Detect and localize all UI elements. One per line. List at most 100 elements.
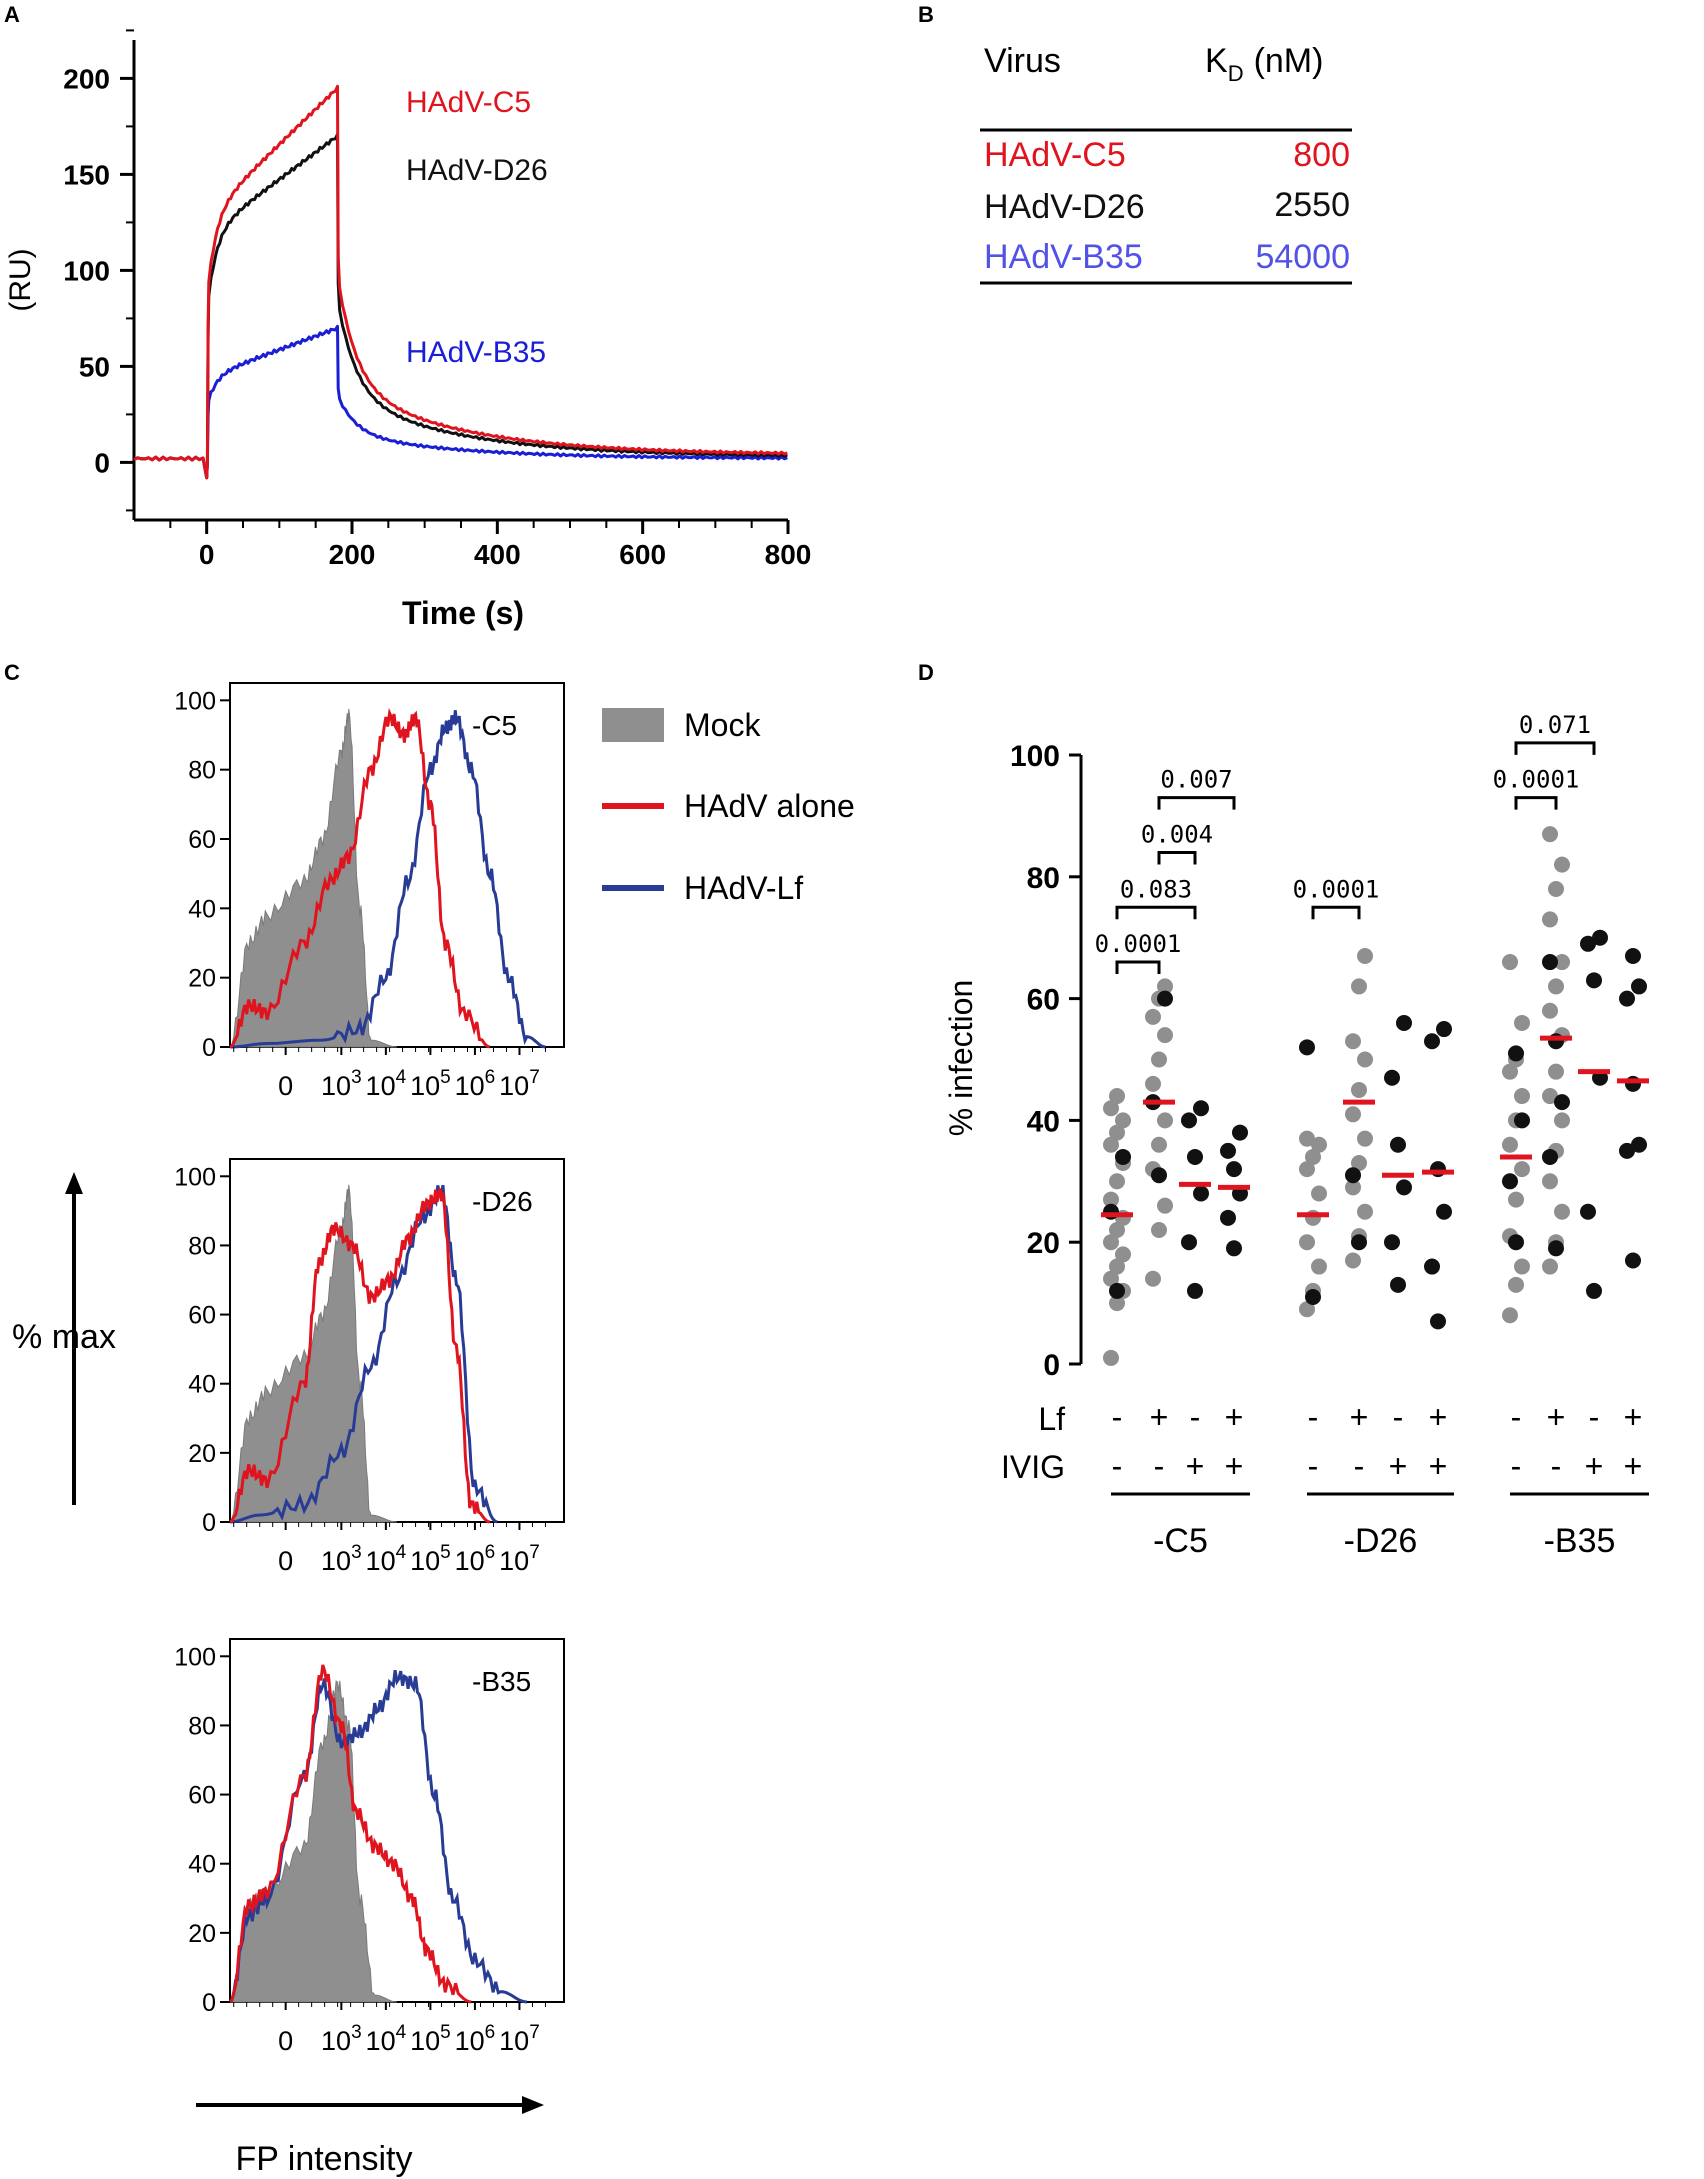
ivig-sign: - xyxy=(1112,1448,1123,1484)
data-point-black xyxy=(1193,1185,1209,1202)
x-tick-label: 103 xyxy=(321,2022,362,2056)
data-point-black xyxy=(1580,1203,1596,1220)
data-point-black xyxy=(1384,1234,1400,1251)
legend-hadv-c5: HAdV-C5 xyxy=(406,86,531,119)
data-point-black xyxy=(1226,1161,1242,1178)
data-point-gray xyxy=(1542,1258,1558,1275)
x-tick-label: 0 xyxy=(278,1546,293,1576)
x-tick-label: 103 xyxy=(321,1067,362,1101)
x-tick-label: 106 xyxy=(455,2022,496,2056)
lf-sign: + xyxy=(1350,1399,1369,1435)
data-point-black xyxy=(1542,954,1558,971)
y-tick-label: 50 xyxy=(79,351,110,382)
panel-b-kd-table: Virus KD (nM) HAdV-C5 800 HAdV-D26 2550 H… xyxy=(980,42,1352,285)
data-point-black xyxy=(1625,1075,1641,1092)
data-point-gray xyxy=(1103,1136,1119,1153)
data-point-gray xyxy=(1151,1051,1167,1068)
data-point-gray xyxy=(1157,1027,1173,1044)
histogram-c5: -C5 0 20 40 60 80 100 0 103 104 105 106 107 xyxy=(174,682,565,1101)
ivig-sign: - xyxy=(1511,1448,1522,1484)
data-point-black xyxy=(1580,935,1596,952)
data-point-gray xyxy=(1345,1033,1361,1050)
row-label-ivig: IVIG xyxy=(1001,1449,1065,1485)
data-point-black xyxy=(1619,1142,1635,1159)
x-tick-label: 106 xyxy=(455,1542,496,1576)
data-point-black xyxy=(1430,1313,1446,1330)
data-point-black xyxy=(1345,1167,1361,1184)
panel-label-a: A xyxy=(4,2,20,27)
curve-hadv-b35 xyxy=(133,324,788,480)
data-point-gray xyxy=(1311,1258,1327,1275)
data-point-black xyxy=(1220,1142,1236,1159)
data-point-black xyxy=(1187,1148,1203,1165)
y-tick-label: 100 xyxy=(63,255,110,286)
x-tick-label: 107 xyxy=(499,2022,540,2056)
data-point-gray xyxy=(1345,1106,1361,1123)
panel-a-y-label: (RU) xyxy=(4,248,37,311)
ivig-sign: + xyxy=(1389,1448,1408,1484)
data-point-black xyxy=(1430,1161,1446,1178)
legend-mock-swatch xyxy=(602,708,664,742)
p-value-label: 0.083 xyxy=(1120,875,1192,903)
histogram-b35: -B35 0 20 40 60 80 100 0 103 104 105 106 107 xyxy=(174,1638,565,2056)
data-point-gray xyxy=(1508,1276,1524,1293)
data-point-black xyxy=(1181,1112,1197,1129)
data-point-gray xyxy=(1109,1222,1125,1239)
y-tick-label: 20 xyxy=(188,1920,216,1948)
x-tick-label: 105 xyxy=(410,1542,451,1576)
lf-sign: - xyxy=(1308,1399,1319,1435)
y-tick-label: 40 xyxy=(188,1371,216,1399)
comparison-bracket xyxy=(1514,741,1596,755)
data-point-gray xyxy=(1311,1185,1327,1202)
data-point-black xyxy=(1592,929,1608,946)
data-point-gray xyxy=(1151,1222,1167,1239)
lf-sign: - xyxy=(1511,1399,1522,1435)
y-tick-label: 80 xyxy=(188,1232,216,1260)
comparison-bracket xyxy=(1514,796,1558,810)
ivig-sign: - xyxy=(1308,1448,1319,1484)
arrow-right-icon xyxy=(522,2096,544,2114)
x-tick-label: 107 xyxy=(499,1542,540,1576)
panel-c-x-label: FP intensity xyxy=(235,2140,412,2178)
panel-c-y-label: % max xyxy=(12,1318,116,1356)
data-point-gray xyxy=(1548,1063,1564,1080)
data-point-black xyxy=(1508,1045,1524,1062)
data-point-black xyxy=(1109,1282,1125,1299)
ivig-sign: + xyxy=(1429,1448,1448,1484)
y-tick-label: 100 xyxy=(174,1643,216,1671)
y-tick-label: 0 xyxy=(202,1034,216,1062)
data-point-gray xyxy=(1548,978,1564,995)
histogram-label: -C5 xyxy=(472,710,517,741)
hadv-lf-histogram xyxy=(229,710,546,1049)
hadv-alone-histogram xyxy=(228,1664,472,2004)
curve-hadv-c5 xyxy=(133,84,788,480)
data-point-black xyxy=(1226,1240,1242,1257)
x-tick-label: 104 xyxy=(366,1542,407,1576)
data-point-black xyxy=(1384,1069,1400,1086)
lf-sign: - xyxy=(1393,1399,1404,1435)
data-point-gray xyxy=(1351,1155,1367,1172)
comparison-bracket xyxy=(1115,905,1197,920)
data-point-gray xyxy=(1514,1258,1530,1275)
data-point-gray xyxy=(1548,880,1564,897)
y-tick-label: 200 xyxy=(63,63,110,94)
y-tick-label: 0 xyxy=(202,1989,216,2017)
x-tick-label: 104 xyxy=(366,2022,407,2056)
data-point-black xyxy=(1390,1276,1406,1293)
y-tick-label: 20 xyxy=(1027,1227,1060,1260)
x-tick-label: 107 xyxy=(499,1067,540,1101)
data-point-gray xyxy=(1542,826,1558,843)
data-point-gray xyxy=(1103,1270,1119,1287)
x-tick-label: 105 xyxy=(410,2022,451,2056)
y-tick-label: 80 xyxy=(188,1712,216,1740)
data-point-black xyxy=(1631,1136,1647,1153)
p-value-label: 0.004 xyxy=(1141,820,1213,848)
group-label: -D26 xyxy=(1344,1522,1418,1560)
data-point-gray xyxy=(1508,1191,1524,1208)
data-point-gray xyxy=(1299,1301,1315,1318)
table-row-d26-kd: 2550 xyxy=(1274,186,1350,224)
data-point-black xyxy=(1299,1039,1315,1056)
data-point-gray xyxy=(1351,978,1367,995)
x-tick-label: 800 xyxy=(765,539,812,570)
